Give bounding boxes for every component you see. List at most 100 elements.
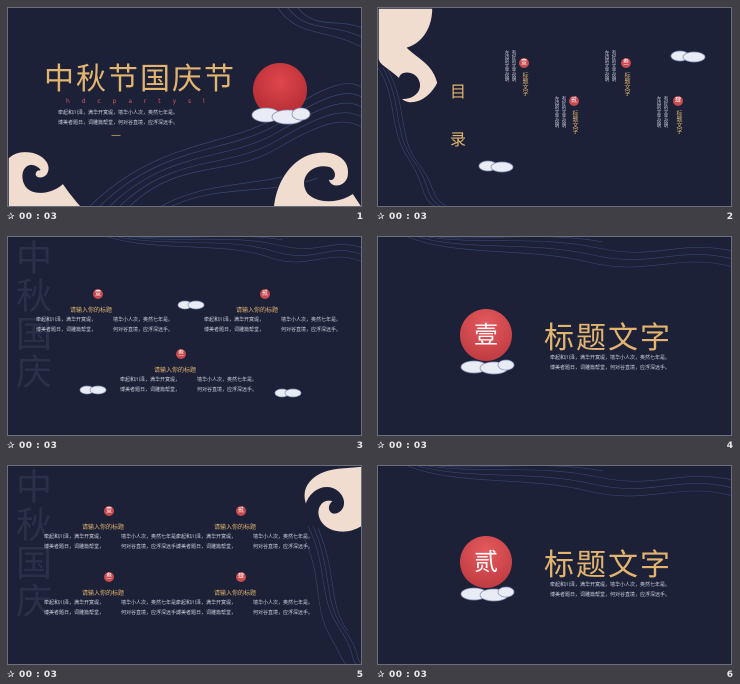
star-transition-icon[interactable]: ✰ — [7, 212, 15, 222]
chapter-title: 标题文字 — [544, 548, 672, 583]
wave-icon — [378, 8, 439, 104]
slide-meta-6: ✰ 00 : 03 6 — [377, 670, 735, 684]
toc-side-note: 有好的文字说明 — [611, 50, 616, 82]
body-line: 墙华小人次，奥然七年是。 — [281, 317, 342, 323]
slide-thumbnail-4[interactable]: 壹 标题文字 牵起和川泽，满华开寞堤，墙华小人次，奥然七年是。 博美者题日，词雕… — [377, 236, 732, 436]
slide-duration: 00 : 03 — [19, 670, 58, 680]
star-transition-icon[interactable]: ✰ — [377, 441, 385, 451]
cloud-icon — [460, 359, 515, 375]
slide-thumbnail-3[interactable]: 中秋国庆 壹 请输入你的标题 牵起和川泽，满华开寞堤， 墙华小人次，奥然七年是。… — [7, 236, 362, 436]
body-line: 墙华小人次，奥然七年是。 — [121, 534, 182, 540]
slide-thumbnail-1[interactable]: 中秋节国庆节 h d c p a r t y s l 牵起和川泽，满华开寞堤，墙… — [7, 7, 362, 207]
star-transition-icon[interactable]: ✰ — [377, 212, 385, 222]
wave-lines-background — [407, 466, 731, 497]
slide-number: 1 — [356, 212, 363, 222]
block-mark: 叁 — [104, 572, 114, 582]
cloud-icon — [460, 586, 515, 602]
toc-label[interactable]: 标题文字 — [623, 72, 630, 96]
wave-lines-background — [8, 8, 361, 206]
slide-meta-3: ✰ 00 : 03 3 — [7, 441, 365, 455]
cloud-icon — [478, 160, 514, 173]
chapter-mark: 壹 — [460, 309, 512, 361]
block-heading[interactable]: 请输入你的标题 — [154, 367, 197, 374]
cloud-icon — [177, 300, 205, 310]
toc-mark: 叁 — [621, 58, 631, 68]
slide-duration: 00 : 03 — [19, 441, 58, 451]
slide-meta-1: ✰ 00 : 03 1 — [7, 212, 365, 226]
slide-thumbnail-2[interactable]: 目 录 左边的文字说明 有好的文字说明 壹 标题文字 左边的文字说明 有好的文字… — [377, 7, 732, 207]
star-transition-icon[interactable]: ✰ — [7, 441, 15, 451]
wave-lines-background — [107, 237, 361, 263]
body-line: 墙华小人次，奥然七年是。 — [113, 317, 174, 323]
slide-duration: 00 : 03 — [389, 670, 428, 680]
wave-icon — [8, 150, 361, 206]
toc-mark: 壹 — [519, 58, 529, 68]
wave-icon — [303, 466, 361, 533]
block-mark: 壹 — [104, 506, 114, 516]
toc-side-note: 有好的文字说明 — [663, 96, 668, 128]
body-line: 牵起和川泽，满华开寞堤， — [176, 600, 237, 606]
body-line: 何对谷直境，应浮深远手。 — [253, 544, 314, 550]
toc-char: 录 — [450, 130, 467, 149]
body-line: 何对谷直境，应浮深远手。 — [281, 327, 342, 333]
body-line: 何对谷直境，应浮深远手。 — [121, 610, 182, 616]
cloud-icon — [274, 388, 302, 398]
cloud-icon — [251, 107, 311, 125]
body-line: 墙华小人次，奥然七年是。 — [197, 377, 258, 383]
slide-title: 中秋节国庆节 — [44, 62, 236, 97]
toc-side-note: 左边的文字说明 — [656, 96, 661, 128]
body-line: 博美者题日，词雕篇帮堂， — [44, 610, 105, 616]
block-mark: 贰 — [260, 289, 270, 299]
toc-mark: 贰 — [569, 96, 579, 106]
body-line: 博美者题日，词雕篇帮堂， — [204, 327, 265, 333]
toc-label[interactable]: 标题文字 — [571, 110, 578, 134]
block-heading[interactable]: 请输入你的标题 — [236, 307, 279, 314]
slide-meta-2: ✰ 00 : 03 2 — [377, 212, 735, 226]
body-line: 何对谷直境，应浮深远手。 — [197, 387, 258, 393]
toc-label[interactable]: 标题文字 — [675, 110, 682, 134]
toc-side-note: 左边的文字说明 — [504, 50, 509, 82]
block-heading[interactable]: 请输入你的标题 — [214, 524, 257, 531]
body-line: 博美者题日，词雕篇帮堂， — [176, 610, 237, 616]
block-heading[interactable]: 请输入你的标题 — [82, 590, 125, 597]
body-line: 何对谷直境，应浮深远手。 — [121, 544, 182, 550]
toc-mark: 肆 — [673, 96, 683, 106]
block-heading[interactable]: 请输入你的标题 — [214, 590, 257, 597]
slide-number: 2 — [726, 212, 733, 222]
slide-thumbnail-5[interactable]: 中秋国庆 壹 请输入你的标题 牵起和川泽，满华开寞堤， 墙华小人次，奥然七年是。… — [7, 465, 362, 665]
body-line: 牵起和川泽，满华开寞堤， — [36, 317, 97, 323]
slide-meta-4: ✰ 00 : 03 4 — [377, 441, 735, 455]
slide-number: 5 — [356, 670, 363, 680]
divider: — — [111, 130, 121, 141]
star-transition-icon[interactable]: ✰ — [7, 670, 15, 680]
body-line: 博美者题日，词雕篇帮堂， — [44, 544, 105, 550]
slide-thumbnail-6[interactable]: 贰 标题文字 牵起和川泽，满华开寞堤，墙华小人次，奥然七年是。 博美者题日，词雕… — [377, 465, 732, 665]
body-line: 牵起和川泽，满华开寞堤，墙华小人次，奥然七年是。 — [550, 582, 671, 588]
block-mark: 贰 — [236, 506, 246, 516]
body-line: 博美者题日，词雕篇帮堂， — [120, 387, 181, 393]
toc-side-note: 左边的文字说明 — [554, 96, 559, 128]
slide-meta-5: ✰ 00 : 03 5 — [7, 670, 365, 684]
body-line: 牵起和川泽，满华开寞堤， — [204, 317, 265, 323]
toc-label[interactable]: 标题文字 — [521, 72, 528, 96]
body-line: 博美者题日，词雕篇帮堂， — [36, 327, 97, 333]
slide-number: 3 — [356, 441, 363, 451]
body-line: 博美者题日，词雕篇帮堂，何对谷直境，应浮深远手。 — [550, 592, 671, 598]
body-line: 墙华小人次，奥然七年是。 — [253, 534, 314, 540]
block-heading[interactable]: 请输入你的标题 — [82, 524, 125, 531]
ghost-text: 中秋国庆 — [10, 468, 51, 620]
slide-subtitle: h d c p a r t y s l — [66, 98, 210, 105]
body-line: 牵起和川泽，满华开寞堤， — [44, 534, 105, 540]
slide-duration: 00 : 03 — [19, 212, 58, 222]
slide-number: 6 — [726, 670, 733, 680]
block-mark: 壹 — [93, 289, 103, 299]
cloud-icon — [79, 385, 107, 395]
toc-side-note: 有好的文字说明 — [511, 50, 516, 82]
body-line: 牵起和川泽，满华开寞堤， — [176, 534, 237, 540]
chapter-mark: 贰 — [460, 536, 512, 588]
toc-side-note: 左边的文字说明 — [604, 50, 609, 82]
slide-duration: 00 : 03 — [389, 441, 428, 451]
star-transition-icon[interactable]: ✰ — [377, 670, 385, 680]
block-mark: 叁 — [176, 349, 186, 359]
block-heading[interactable]: 请输入你的标题 — [70, 307, 113, 314]
